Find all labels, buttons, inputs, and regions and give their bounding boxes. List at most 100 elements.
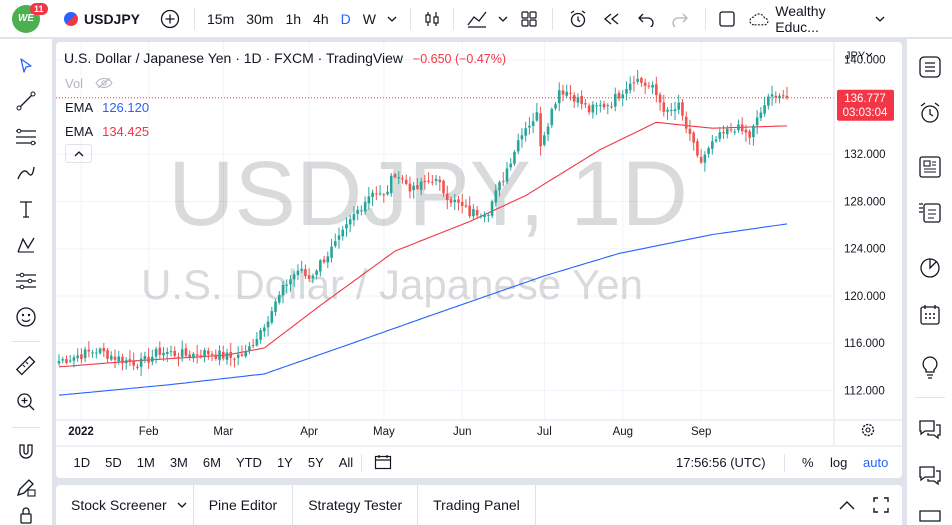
candle-body: [173, 350, 177, 356]
ema-long-legend[interactable]: EMA 126.120: [65, 100, 149, 115]
tab-stock-screener[interactable]: Stock Screener: [56, 485, 194, 525]
interval-w-button[interactable]: W: [362, 10, 376, 27]
divider: [194, 7, 195, 30]
price-chart[interactable]: USDJPY, 1D U.S. Dollar / Japanese Yen 14…: [56, 42, 902, 478]
replay-button[interactable]: [595, 0, 629, 38]
range-5y-button[interactable]: 5Y: [307, 455, 324, 470]
calendar-button[interactable]: [913, 299, 947, 331]
price-tick-label: 120.000: [844, 291, 886, 303]
candle-body: [419, 181, 423, 190]
range-1d-button[interactable]: 1D: [73, 455, 91, 470]
maximize-panel-button[interactable]: [864, 485, 898, 525]
magnet-button[interactable]: [10, 436, 42, 466]
range-5d-button[interactable]: 5D: [105, 455, 122, 470]
percent-scale-toggle[interactable]: %: [802, 455, 814, 470]
user-avatar-button[interactable]: WE 11: [0, 0, 52, 38]
range-3m-button[interactable]: 3M: [169, 455, 188, 470]
range-all-button[interactable]: All: [338, 455, 354, 470]
time-axis[interactable]: 2022 Feb Mar Apr May Jun Jul Aug Sep: [68, 426, 711, 438]
layout-name-button[interactable]: Wealthy Educ...: [740, 0, 870, 38]
watchlist-button[interactable]: [913, 51, 947, 83]
range-divider: [784, 454, 785, 472]
tab-pine-editor[interactable]: Pine Editor: [194, 485, 294, 525]
brush-tool-button[interactable]: [10, 158, 42, 188]
interval-d-button[interactable]: D: [340, 10, 351, 27]
news-button[interactable]: [913, 151, 947, 183]
candle-body: [139, 358, 143, 367]
candle-body: [285, 284, 289, 286]
interval-30m-button[interactable]: 30m: [246, 10, 274, 27]
zoom-tool-button[interactable]: [10, 387, 42, 417]
symbol-search-button[interactable]: USDJPY: [52, 0, 152, 38]
range-ytd-button[interactable]: YTD: [235, 455, 262, 470]
indicators-dropdown-button[interactable]: [492, 0, 514, 38]
candle-body: [270, 311, 274, 323]
expand-panel-button[interactable]: [830, 485, 864, 525]
candle-body: [404, 179, 408, 184]
interval-dropdown-button[interactable]: [382, 0, 402, 38]
range-6m-button[interactable]: 6M: [202, 455, 221, 470]
measure-tool-button[interactable]: [10, 351, 42, 381]
collapse-legend-button[interactable]: [65, 144, 92, 163]
prediction-tool-button[interactable]: [10, 266, 42, 296]
flag-icon: [64, 11, 78, 26]
chart-settings-button[interactable]: [861, 423, 875, 437]
fullscreen-toggle-button[interactable]: [714, 0, 740, 38]
interval-4h-button[interactable]: 4h: [313, 10, 329, 27]
icon-tool-button[interactable]: [10, 302, 42, 332]
trend-line-tool-button[interactable]: [10, 86, 42, 116]
help-button[interactable]: [913, 507, 947, 525]
interval-1h-button[interactable]: 1h: [285, 10, 302, 27]
candle-body: [464, 205, 468, 207]
alarm-clock-icon: [570, 9, 586, 27]
auto-scale-toggle[interactable]: auto: [863, 455, 889, 470]
chart-pane[interactable]: USDJPY, 1D U.S. Dollar / Japanese Yen 14…: [56, 42, 902, 478]
tab-strategy-tester[interactable]: Strategy Tester: [293, 485, 419, 525]
ema-short-legend[interactable]: EMA 134.425: [65, 124, 149, 139]
ema-long-value: 126.120: [102, 100, 150, 115]
log-scale-toggle[interactable]: log: [830, 455, 848, 470]
tab-trading-panel[interactable]: Trading Panel: [418, 485, 536, 525]
cursor-tool-button[interactable]: [10, 51, 42, 81]
undo-button[interactable]: [629, 0, 663, 38]
candle-body: [412, 185, 415, 191]
chevron-down-icon[interactable]: [177, 502, 187, 508]
currency-selector[interactable]: JPY: [845, 50, 873, 62]
chart-type-button[interactable]: [419, 0, 445, 38]
volume-legend[interactable]: Vol: [65, 76, 113, 91]
eye-off-icon[interactable]: [95, 77, 113, 89]
stay-in-drawing-button[interactable]: [10, 472, 42, 502]
layout-dropdown-button[interactable]: [870, 0, 890, 38]
divider: [551, 7, 553, 30]
compare-button[interactable]: [152, 0, 188, 38]
range-1y-button[interactable]: 1Y: [276, 455, 293, 470]
text-tool-button[interactable]: [10, 194, 42, 224]
series-title[interactable]: U.S. Dollar / Japanese Yen · 1D · FXCM ·…: [64, 50, 506, 66]
range-1m-button[interactable]: 1M: [136, 455, 155, 470]
candle-body: [498, 182, 501, 191]
interval-15m-button[interactable]: 15m: [207, 10, 235, 27]
hotlists-button[interactable]: [913, 351, 947, 383]
alerts-button[interactable]: [913, 97, 947, 129]
candle-body: [748, 131, 751, 138]
candle-body: [666, 109, 669, 112]
candle-body: [128, 359, 132, 362]
indicators-button[interactable]: [462, 0, 492, 38]
time-tick-label: Mar: [213, 426, 233, 438]
ideas-stream-button[interactable]: [913, 197, 947, 229]
go-to-date-button[interactable]: [372, 452, 394, 472]
candle-body: [438, 179, 442, 183]
price-axis[interactable]: 140.000 132.000 128.000 124.000 120.000 116.0…: [844, 55, 886, 398]
data-window-button[interactable]: [913, 251, 947, 283]
timezone-clock[interactable]: 17:56:56 (UTC): [676, 455, 766, 470]
top-toolbar: WE 11 USDJPY 15m 30m 1h 4h D W We: [0, 0, 952, 38]
chats-button[interactable]: [913, 413, 947, 445]
layouts-button[interactable]: [514, 0, 544, 38]
pattern-tool-button[interactable]: [10, 230, 42, 260]
community-button[interactable]: [913, 459, 947, 491]
lock-drawings-button[interactable]: [10, 505, 42, 525]
candle-body: [460, 201, 464, 206]
notification-badge: 11: [30, 2, 48, 15]
alert-button[interactable]: [561, 0, 595, 38]
fib-tool-button[interactable]: [10, 122, 42, 152]
